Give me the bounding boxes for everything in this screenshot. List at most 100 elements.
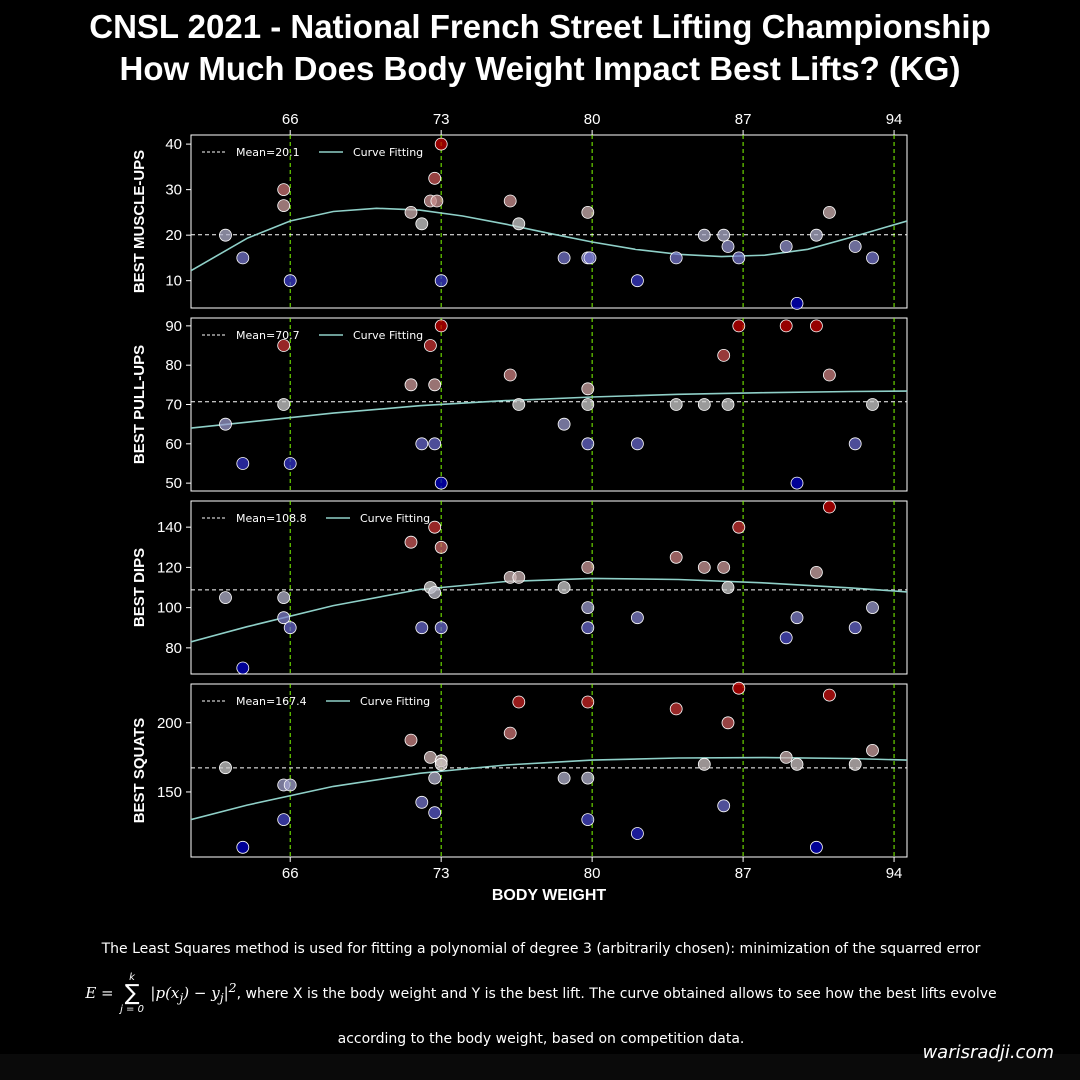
data-point <box>404 378 418 392</box>
data-point <box>732 681 746 695</box>
data-point <box>717 228 731 242</box>
data-point <box>434 621 448 635</box>
data-point <box>848 621 862 635</box>
curve-fitting-line <box>191 577 907 643</box>
data-point <box>404 205 418 219</box>
data-point <box>428 806 442 820</box>
data-point <box>503 726 517 740</box>
data-point <box>631 611 644 625</box>
data-point <box>631 274 644 288</box>
data-point <box>697 757 711 771</box>
data-point <box>434 757 448 771</box>
footer-band <box>0 1054 1080 1080</box>
data-point <box>423 751 437 764</box>
data-point <box>236 251 250 265</box>
data-point <box>732 251 746 265</box>
data-point <box>810 319 823 333</box>
data-point <box>631 827 644 840</box>
data-point <box>434 476 448 490</box>
data-point <box>581 561 595 574</box>
data-point <box>790 476 804 490</box>
data-point <box>823 500 836 514</box>
y-tick-label: 140 <box>157 519 182 536</box>
data-point <box>697 228 711 242</box>
data-point <box>848 437 862 451</box>
panel-frame <box>190 683 908 858</box>
data-point <box>721 581 735 594</box>
data-point <box>428 586 442 599</box>
data-point <box>583 251 597 265</box>
data-point <box>512 217 526 231</box>
data-point <box>428 437 442 451</box>
data-point <box>236 661 250 675</box>
data-point <box>277 398 291 411</box>
data-point <box>581 813 595 826</box>
caption-line1: The Least Squares method is used for fit… <box>101 941 981 957</box>
data-point <box>581 621 595 635</box>
data-point <box>581 601 595 614</box>
y-axis-label: BEST SQUATS <box>131 718 148 824</box>
data-point <box>779 319 793 333</box>
y-tick-label: 120 <box>157 559 182 576</box>
data-point <box>415 217 429 231</box>
caption-line2-text: , where X is the body weight and Y is th… <box>236 986 997 1002</box>
legend-curve-label: Curve Fitting <box>360 695 430 708</box>
data-point <box>581 695 595 709</box>
panel-3: 80 100 120 140 BEST DIPS Mean=108.8 Curve Fitt… <box>131 500 908 675</box>
data-point <box>557 251 571 265</box>
data-point <box>557 771 571 785</box>
y-tick-label: 30 <box>165 182 182 199</box>
data-point <box>669 398 683 411</box>
y-tick-label: 10 <box>165 273 182 290</box>
data-point <box>434 540 448 554</box>
x-tick-label: 94 <box>886 865 903 882</box>
panel-frame <box>190 134 908 309</box>
data-point <box>277 813 291 826</box>
data-point <box>434 274 448 288</box>
data-point <box>779 631 793 645</box>
data-point <box>415 437 429 451</box>
data-point <box>283 457 297 470</box>
formula-lhs: E = <box>85 984 114 1002</box>
data-point <box>430 194 444 208</box>
top-x-tick-label: 94 <box>886 111 903 128</box>
data-point <box>732 520 746 534</box>
formula-rhs: |p(xj) − yj|2 <box>150 980 237 1005</box>
legend-curve-label: Curve Fitting <box>353 329 423 342</box>
data-point <box>557 417 571 431</box>
chart-title: CNSL 2021 - National French Street Lifti… <box>0 6 1080 90</box>
data-point <box>503 368 517 382</box>
curve-fitting-line <box>191 390 907 429</box>
data-point <box>512 571 526 584</box>
y-tick-label: 40 <box>165 136 182 153</box>
data-point <box>277 199 291 213</box>
x-tick-label: 73 <box>433 865 450 882</box>
panel-4: 150 200 BEST SQUATS Mean=167.4 Curve Fitting <box>131 681 908 858</box>
data-point <box>790 296 804 310</box>
data-point <box>732 319 746 333</box>
chart-title-line1: CNSL 2021 - National French Street Lifti… <box>89 8 991 45</box>
data-point <box>866 744 879 757</box>
top-x-tick-label: 73 <box>433 111 450 128</box>
y-axis-label: BEST DIPS <box>131 548 148 627</box>
data-point <box>697 561 711 574</box>
data-point <box>810 566 823 579</box>
data-point <box>581 771 595 785</box>
data-point <box>581 382 595 396</box>
data-point <box>810 228 823 242</box>
legend-mean-label: Mean=20.1 <box>236 146 300 159</box>
sum-symbol: k ∑ j = 0 <box>120 972 144 1015</box>
data-point <box>823 205 836 219</box>
top-x-tick-label: 80 <box>584 111 601 128</box>
data-point <box>219 417 232 431</box>
data-point <box>283 778 297 792</box>
caption-line2: E = k ∑ j = 0 |p(xj) − yj|2, where X is … <box>60 972 1022 1016</box>
data-point <box>236 840 250 854</box>
data-point <box>717 348 731 362</box>
data-point <box>404 733 418 747</box>
data-point <box>277 183 291 197</box>
data-point <box>779 240 793 253</box>
panel-frame <box>190 317 908 492</box>
chart-title-line2: How Much Does Body Weight Impact Best Li… <box>119 50 961 87</box>
